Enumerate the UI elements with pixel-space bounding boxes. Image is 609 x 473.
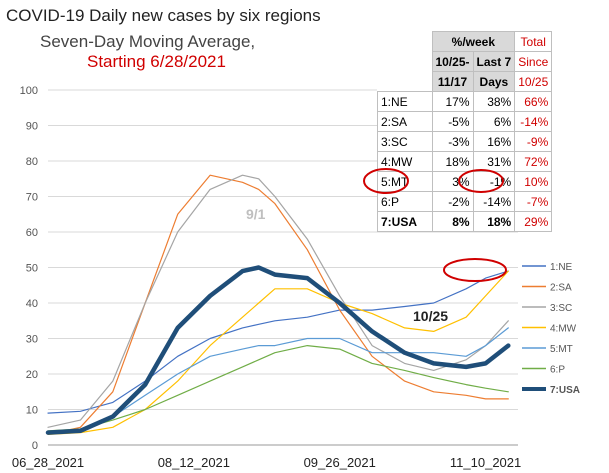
table-row: 3:SC -3% 16% -9% <box>377 131 553 152</box>
y-tick-label: 20 <box>26 369 38 381</box>
row-col2: 38% <box>472 91 516 112</box>
row-col2: 18% <box>472 211 516 232</box>
table-row: 7:USA 8% 18% 29% <box>377 211 553 232</box>
header-col2-line2: Days <box>472 71 516 92</box>
row-label: 5:MT <box>377 171 433 192</box>
legend: 1:NE 2:SA 3:SC 4:MW 5:MT 6:P 7:USA <box>522 262 580 396</box>
row-col2: -14% <box>472 191 516 212</box>
highlight-ellipse-chart <box>443 258 507 282</box>
row-label: 2:SA <box>377 111 433 132</box>
series-line-6-p <box>47 345 509 432</box>
date-annotation: 10/25 <box>413 308 448 324</box>
x-tick-label: 11_10_2021 <box>450 455 521 470</box>
legend-label: 1:NE <box>550 262 573 273</box>
table-row: 5:MT 3% -1% 10% <box>377 171 553 192</box>
row-col3: 10% <box>514 171 553 192</box>
header-total: Total <box>514 31 553 52</box>
x-tick-label: 06_28_2021 <box>12 455 84 470</box>
row-label: 1:NE <box>377 91 433 112</box>
row-col3: -9% <box>514 131 553 152</box>
row-label: 4:MW <box>377 151 433 172</box>
y-tick-label: 40 <box>26 298 38 310</box>
row-col2: -1% <box>472 171 516 192</box>
chart-subtitle: Seven-Day Moving Average, <box>40 32 256 51</box>
legend-label: 7:USA <box>550 385 580 396</box>
series-line-7-usa <box>45 265 511 435</box>
legend-label: 6:P <box>550 365 565 376</box>
row-col2: 6% <box>472 111 516 132</box>
header-since: Since <box>514 51 553 72</box>
y-tick-label: 100 <box>20 85 38 97</box>
peak-annotation: 9/1 <box>246 206 266 222</box>
row-col1: -2% <box>431 191 474 212</box>
y-tick-label: 10 <box>26 405 38 417</box>
y-tick-label: 70 <box>26 192 38 204</box>
row-col3: 29% <box>514 211 553 232</box>
y-tick-label: 50 <box>26 263 38 275</box>
header-group: %/week <box>431 31 516 52</box>
row-col3: -14% <box>514 111 553 132</box>
row-label: 3:SC <box>377 131 433 152</box>
series-line-4-mw <box>47 270 509 435</box>
row-label: 7:USA <box>377 211 433 232</box>
header-col1-line1: 10/25- <box>431 51 474 72</box>
series-line-2-sa <box>47 174 509 435</box>
series-line-3-sc <box>47 174 509 428</box>
x-axis-ticks: 06_28_2021 08_12_2021 09_26_2021 11_10_2021 <box>12 455 521 470</box>
header-date: 10/25 <box>514 71 553 92</box>
legend-label: 2:SA <box>550 283 572 294</box>
row-col2: 31% <box>472 151 516 172</box>
row-col3: -7% <box>514 191 553 212</box>
legend-label: 4:MW <box>550 324 577 335</box>
chart-title: COVID-19 Daily new cases by six regions <box>6 6 321 25</box>
legend-label: 5:MT <box>550 344 573 355</box>
series-line-5-mt <box>47 327 509 434</box>
chart-start-date: Starting 6/28/2021 <box>87 52 226 71</box>
y-tick-label: 90 <box>26 121 38 133</box>
row-col1: -3% <box>431 131 474 152</box>
row-col1: 8% <box>431 211 474 232</box>
row-col2: 16% <box>472 131 516 152</box>
row-col1: 18% <box>431 151 474 172</box>
y-tick-label: 0 <box>32 440 38 452</box>
row-col1: 3% <box>431 171 474 192</box>
row-col3: 72% <box>514 151 553 172</box>
y-tick-label: 30 <box>26 334 38 346</box>
row-col1: 17% <box>431 91 474 112</box>
table-row: 4:MW 18% 31% 72% <box>377 151 553 172</box>
row-col3: 66% <box>514 91 553 112</box>
y-tick-label: 80 <box>26 156 38 168</box>
table-row: 2:SA -5% 6% -14% <box>377 111 553 132</box>
header-col1-line2: 11/17 <box>431 71 474 92</box>
x-tick-label: 09_26_2021 <box>304 455 376 470</box>
y-axis-ticks: 0 10 20 30 40 50 60 70 80 90 100 <box>20 85 38 452</box>
table-corner <box>378 32 433 92</box>
row-col1: -5% <box>431 111 474 132</box>
stats-table: %/week Total 10/25- Last 7 Since 11/17 D… <box>377 31 553 232</box>
legend-label: 3:SC <box>550 303 572 314</box>
series-lines <box>45 174 511 435</box>
x-tick-label: 08_12_2021 <box>158 455 230 470</box>
y-tick-label: 60 <box>26 227 38 239</box>
series-line-1-ne <box>47 270 509 414</box>
row-label: 6:P <box>377 191 433 212</box>
table-row: 1:NE 17% 38% 66% <box>377 91 553 112</box>
table-row: 6:P -2% -14% -7% <box>377 191 553 212</box>
header-col2-line1: Last 7 <box>472 51 516 72</box>
